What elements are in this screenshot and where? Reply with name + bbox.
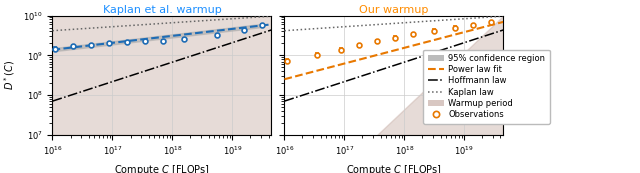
X-axis label: Compute $C$ [FLOPs]: Compute $C$ [FLOPs]	[346, 163, 442, 173]
X-axis label: Compute $C$ [FLOPs]: Compute $C$ [FLOPs]	[114, 163, 210, 173]
Polygon shape	[378, 16, 504, 135]
Title: Kaplan et al. warmup: Kaplan et al. warmup	[102, 5, 221, 15]
Legend: 95% confidence region, Power law fit, Hoffmann law, Kaplan law, Warmup period, O: 95% confidence region, Power law fit, Ho…	[424, 49, 550, 124]
Title: Our warmup: Our warmup	[359, 5, 429, 15]
Y-axis label: $D^*(C)$: $D^*(C)$	[3, 60, 17, 90]
